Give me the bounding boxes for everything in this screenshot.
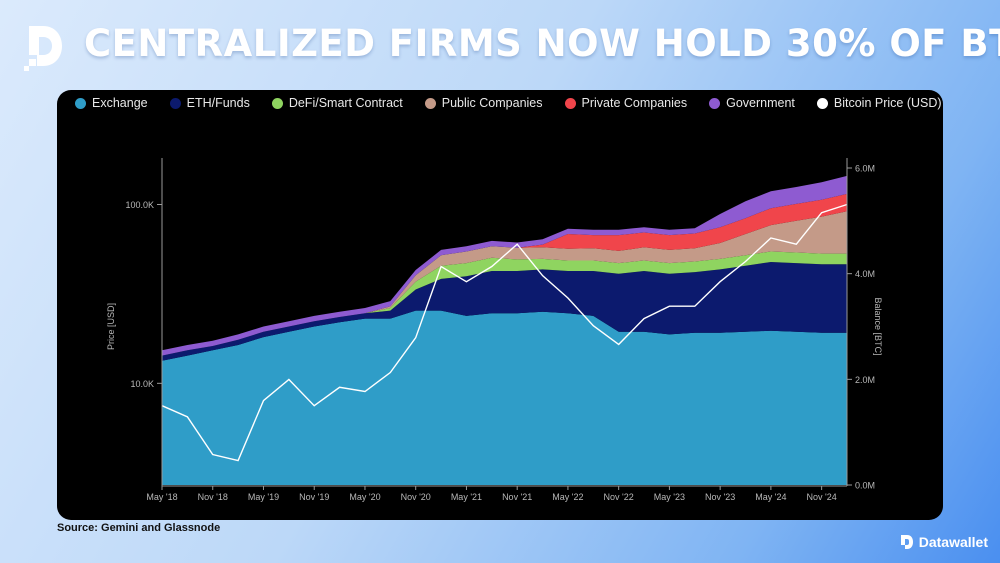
legend-label: Government: [726, 96, 795, 110]
legend-item-defi-smart-contract[interactable]: DeFi/Smart Contract: [271, 96, 403, 110]
legend-label: ETH/Funds: [186, 96, 250, 110]
right-tick-label: 4.0M: [855, 269, 875, 279]
legend-swatch: [709, 97, 721, 109]
legend-swatch: [424, 97, 436, 109]
area-government: [162, 175, 847, 356]
x-tick-label: May '24: [755, 492, 786, 502]
legend-swatch: [169, 97, 181, 109]
legend-swatch: [564, 97, 576, 109]
legend-label: DeFi/Smart Contract: [288, 96, 403, 110]
x-tick-label: Nov '19: [299, 492, 329, 502]
x-tick-label: Nov '23: [705, 492, 735, 502]
brand-name: Datawallet: [918, 534, 988, 550]
source-note: Source: Gemini and Glassnode: [57, 522, 221, 534]
x-tick-label: Nov '22: [604, 492, 634, 502]
x-tick-label: May '22: [552, 492, 583, 502]
left-tick-label: 10.0K: [130, 379, 154, 389]
x-tick-label: Nov '18: [198, 492, 228, 502]
legend-label: Private Companies: [581, 96, 688, 110]
x-tick-label: May '20: [349, 492, 380, 502]
legend-item-eth-funds[interactable]: ETH/Funds: [169, 96, 250, 110]
legend-swatch: [816, 97, 828, 109]
brand-badge: Datawallet: [900, 534, 988, 550]
datawallet-icon: [900, 535, 913, 549]
x-tick-label: May '18: [146, 492, 177, 502]
x-tick-label: May '23: [654, 492, 685, 502]
right-axis-title: Balance [BTC]: [873, 297, 883, 355]
bitcoin-price-line: [161, 203, 848, 462]
legend-item-bitcoin-price-usd[interactable]: Bitcoin Price (USD): [816, 96, 942, 110]
legend-item-exchange[interactable]: Exchange: [75, 96, 148, 110]
chart-legend: Exchange ETH/Funds DeFi/Smart Contract Publ…: [75, 96, 942, 110]
legend-swatch: [271, 97, 283, 109]
stacked-area-chart: 0.0M 2.0M 4.0M 6.0M 10.0K 100.0K May '18 Nov '1…: [106, 158, 883, 502]
legend-item-public-companies[interactable]: Public Companies: [424, 96, 543, 110]
area-defi-smart-contract: [162, 251, 847, 356]
legend-label: Bitcoin Price (USD): [833, 96, 942, 110]
right-tick-label: 0.0M: [855, 481, 875, 491]
area-eth-funds: [162, 262, 847, 361]
area-exchange: [162, 310, 847, 485]
left-tick-label: 100.0K: [125, 200, 154, 210]
legend-label: Public Companies: [441, 96, 543, 110]
left-axis-title: Price [USD]: [106, 303, 116, 350]
x-tick-label: Nov '20: [401, 492, 431, 502]
right-tick-label: 2.0M: [855, 375, 875, 385]
datawallet-logo-icon: [24, 26, 62, 71]
legend-item-government[interactable]: Government: [709, 96, 795, 110]
x-tick-label: Nov '24: [807, 492, 837, 502]
page-title: CENTRALIZED FIRMS NOW HOLD 30% OF BTC: [84, 22, 1000, 65]
right-tick-label: 6.0M: [855, 164, 875, 174]
legend-label: Exchange: [92, 96, 148, 110]
x-tick-label: May '19: [248, 492, 279, 502]
legend-item-private-companies[interactable]: Private Companies: [564, 96, 688, 110]
area-public-companies: [162, 211, 847, 356]
legend-swatch: [75, 97, 86, 109]
area-private-companies: [162, 193, 847, 356]
x-tick-label: Nov '21: [502, 492, 532, 502]
x-tick-label: May '21: [451, 492, 482, 502]
